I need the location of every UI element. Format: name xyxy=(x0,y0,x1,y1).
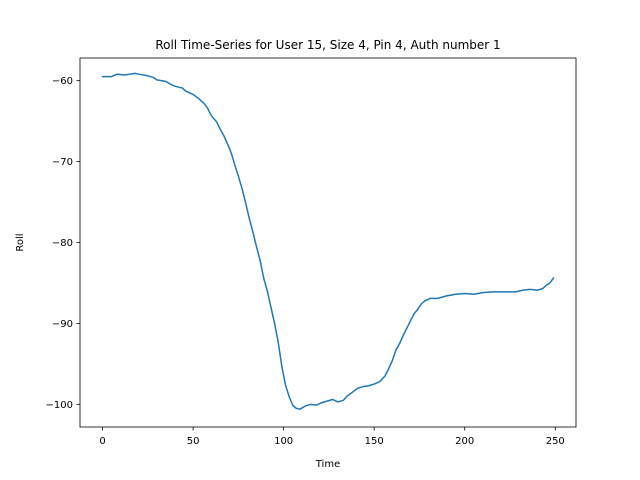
x-tick-label: 0 xyxy=(99,436,105,447)
x-tick-label: 250 xyxy=(546,436,565,447)
chart-title: Roll Time-Series for User 15, Size 4, Pi… xyxy=(155,38,500,52)
x-tick-label: 200 xyxy=(455,436,474,447)
y-axis-label: Roll xyxy=(15,233,26,251)
x-tick-label: 50 xyxy=(187,436,200,447)
series-line xyxy=(101,72,555,410)
y-tick-label: −100 xyxy=(46,400,73,411)
y-axis-ticks: −100 −90 −80 −70 −60 xyxy=(46,76,80,411)
x-axis-label: Time xyxy=(315,459,340,470)
axes-background xyxy=(80,58,576,427)
y-tick-label: −70 xyxy=(52,157,73,168)
y-tick-label: −90 xyxy=(52,319,73,330)
line-layer xyxy=(101,72,555,410)
x-tick-label: 100 xyxy=(274,436,293,447)
plot-area xyxy=(79,57,577,428)
x-axis-ticks: 0 50 100 150 200 250 xyxy=(99,427,565,447)
y-tick-label: −80 xyxy=(52,238,73,249)
x-tick-label: 150 xyxy=(365,436,384,447)
y-tick-label: −60 xyxy=(52,76,73,87)
